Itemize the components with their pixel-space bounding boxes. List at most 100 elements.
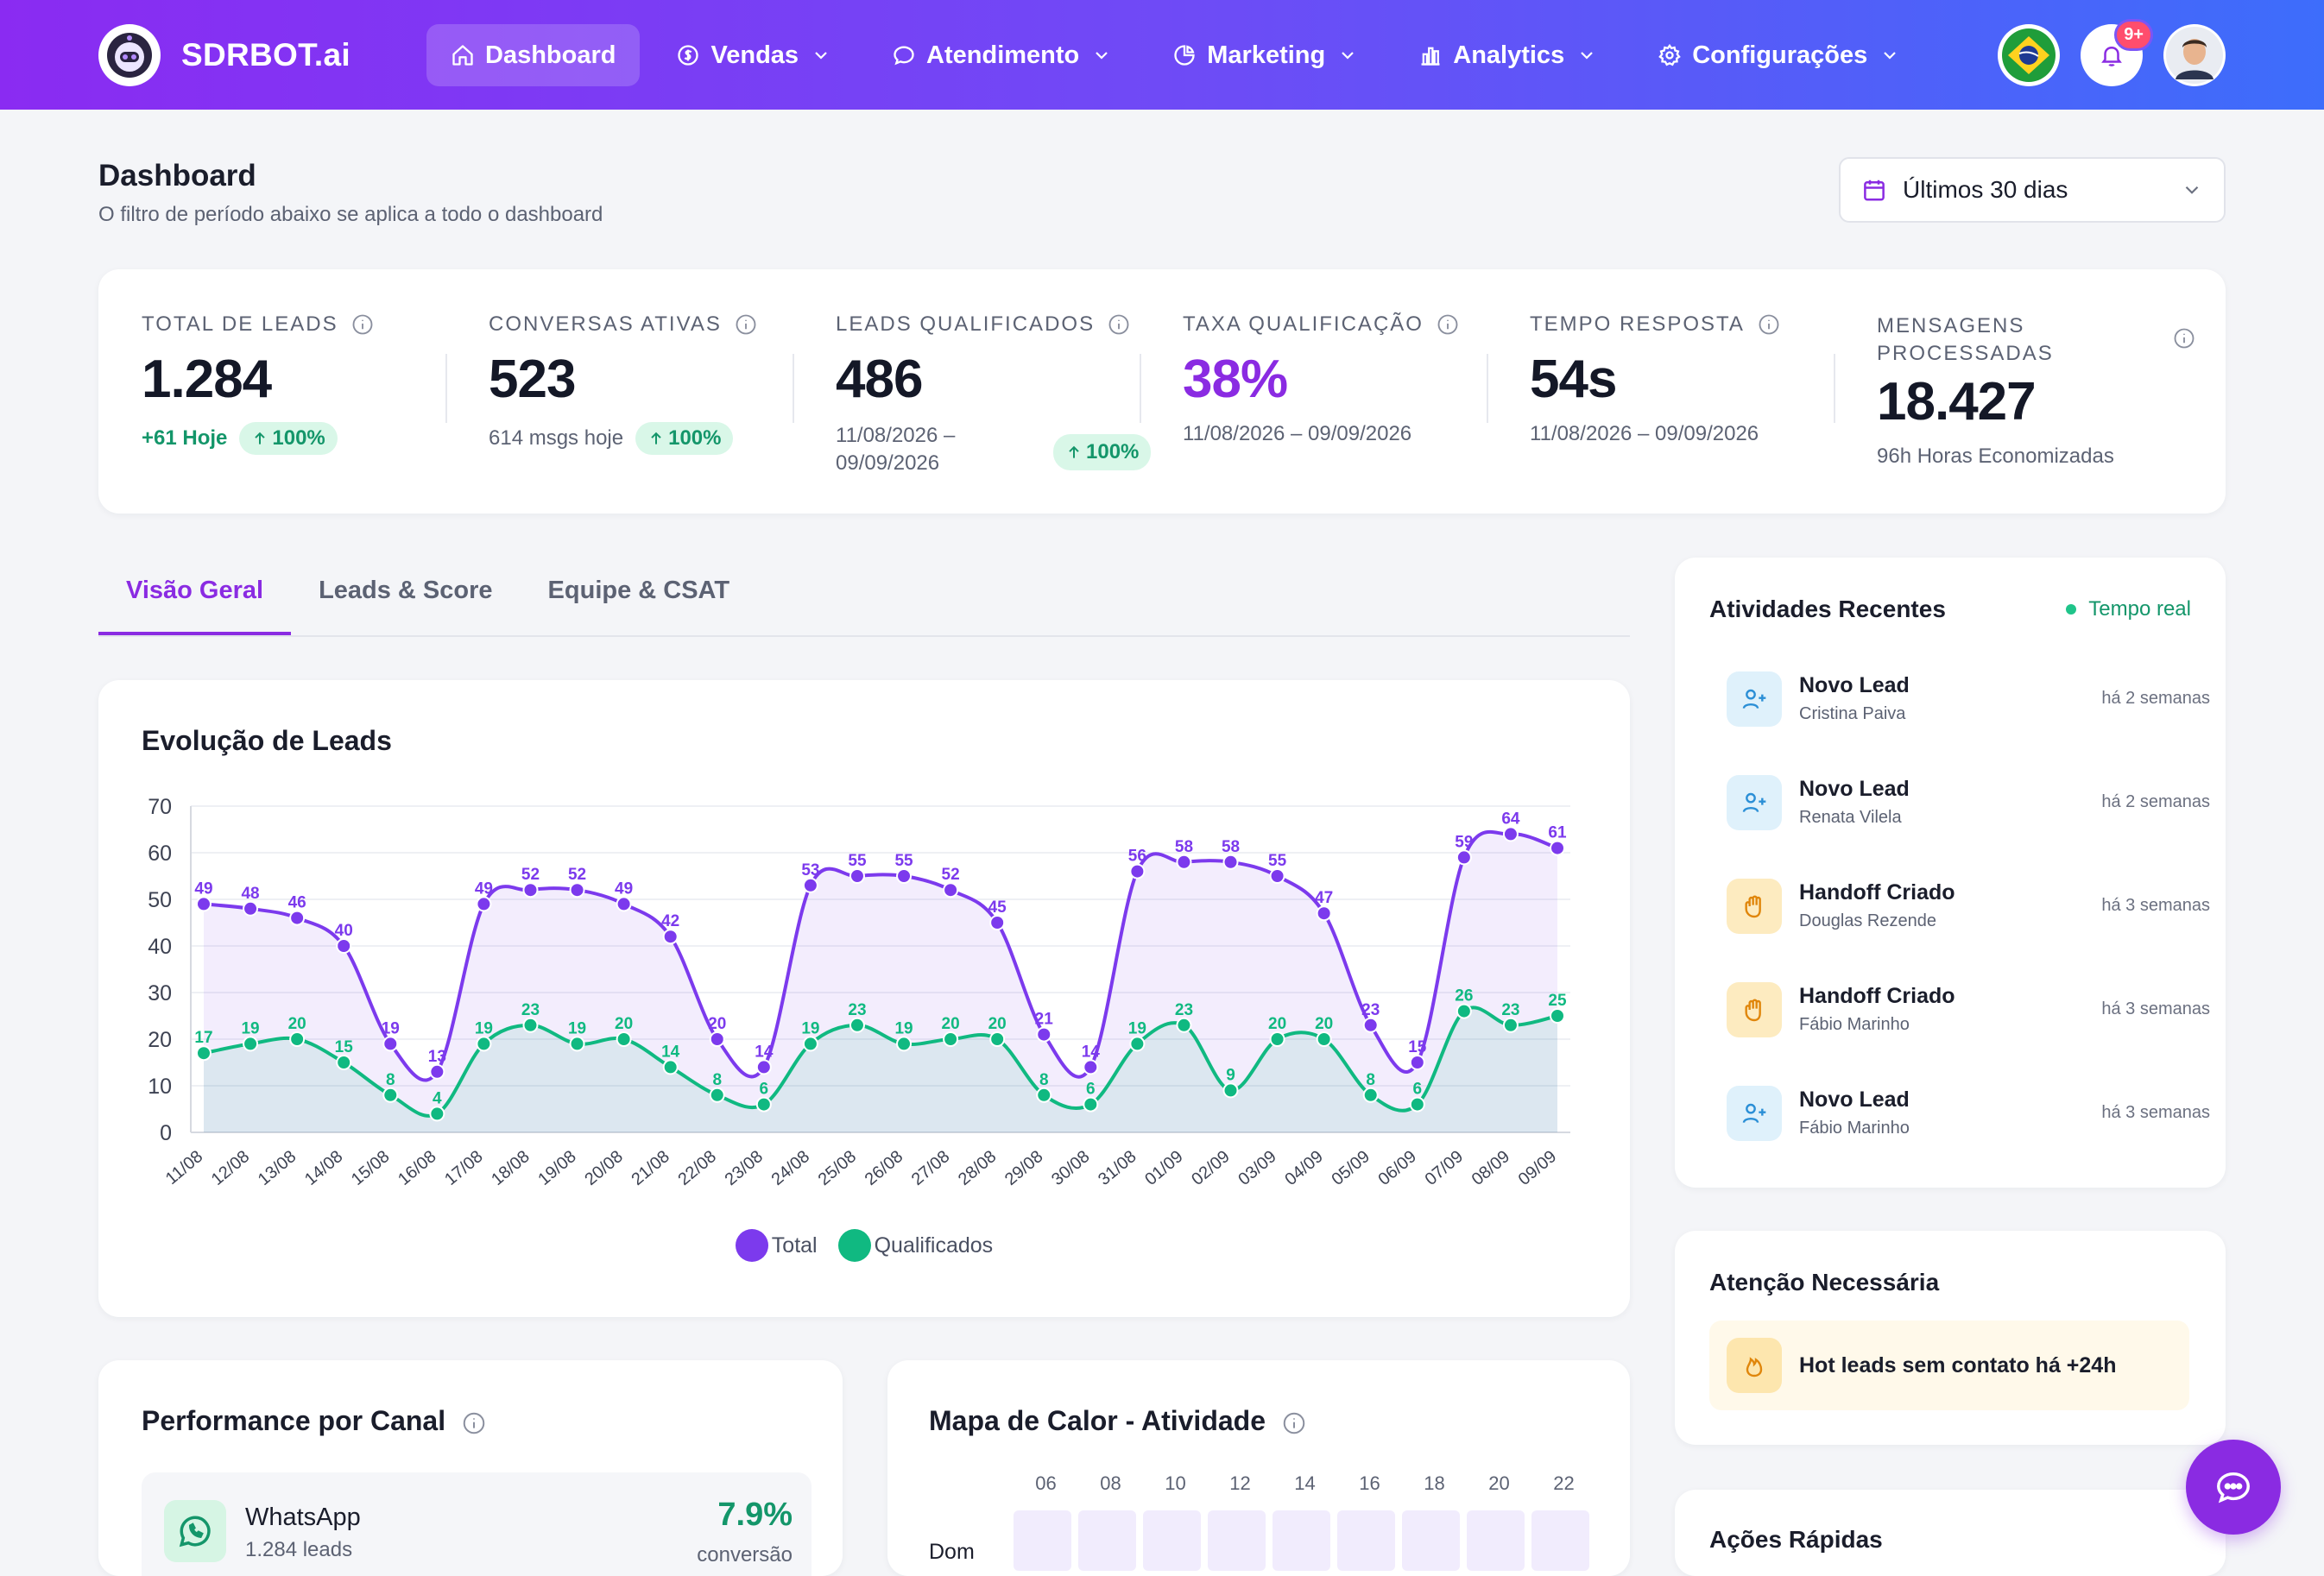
activity-item[interactable]: Novo Lead Cristina Paiva há 2 semanas	[1727, 663, 2210, 732]
legend-item-total[interactable]: Total	[735, 1229, 818, 1262]
activity-item[interactable]: Novo Lead Fábio Marinho há 3 semanas	[1727, 1077, 2210, 1146]
nav-vendas[interactable]: Vendas	[652, 24, 856, 86]
user-avatar[interactable]	[2163, 24, 2226, 86]
channel-row-whatsapp[interactable]: WhatsApp 1.284 leads 7.9% conversão	[142, 1472, 812, 1576]
data-label: 8	[1039, 1071, 1049, 1089]
period-value: Últimos 30 dias	[1903, 176, 2068, 203]
data-label: 19	[475, 1019, 493, 1037]
heatmap-cell[interactable]	[1402, 1510, 1460, 1571]
alert-text: Hot leads sem contato há +24h	[1799, 1353, 2117, 1377]
data-label: 52	[568, 866, 586, 884]
data-point	[802, 877, 818, 893]
kpi-range: 11/08/2026 –	[836, 424, 956, 447]
tab-visao-geral[interactable]: Visão Geral	[98, 559, 292, 635]
heatmap-cell[interactable]	[1014, 1510, 1071, 1571]
realtime-indicator: Tempo real	[2066, 597, 2191, 621]
activity-item[interactable]: Handoff Criado Douglas Rezende há 3 sema…	[1727, 870, 2210, 939]
heatmap-cell[interactable]	[1208, 1510, 1266, 1571]
data-label: 8	[386, 1071, 395, 1089]
nav-atendimento[interactable]: Atendimento	[868, 24, 1136, 86]
divider	[1140, 354, 1141, 423]
kpi-value: 38%	[1183, 350, 1288, 409]
language-selector[interactable]	[1998, 24, 2060, 86]
heatmap-cell[interactable]	[1143, 1510, 1201, 1571]
data-label: 17	[194, 1029, 212, 1047]
heatmap-cell[interactable]	[1337, 1510, 1395, 1571]
data-point	[1083, 1096, 1099, 1113]
chat-fab-button[interactable]	[2186, 1440, 2281, 1535]
data-label: 19	[568, 1019, 586, 1037]
info-icon[interactable]	[461, 1410, 487, 1436]
arrow-up-icon	[1069, 445, 1079, 458]
kpi-leads-qualificados: LEADS QUALIFICADOS 486 11/08/2026 – 09/0…	[836, 312, 1155, 485]
x-tick-label: 26/08	[862, 1147, 906, 1189]
info-icon[interactable]	[1436, 312, 1460, 337]
tab-leads-score[interactable]: Leads & Score	[319, 577, 493, 604]
data-label: 46	[288, 894, 306, 912]
nav-analytics[interactable]: Analytics	[1394, 24, 1621, 86]
nav-configuracoes[interactable]: Configurações	[1633, 24, 1924, 86]
brand-logo[interactable]: SDRBOT.ai	[98, 24, 350, 86]
kpi-total-leads: TOTAL DE LEADS 1.284 +61 Hoje 100%	[142, 312, 435, 485]
heatmap-cell[interactable]	[1078, 1510, 1136, 1571]
info-icon[interactable]	[1107, 312, 1131, 337]
divider	[445, 354, 447, 423]
kpi-value: 18.427	[1877, 372, 2037, 432]
x-tick-label: 09/09	[1515, 1147, 1560, 1189]
hot-leads-alert[interactable]: Hot leads sem contato há +24h	[1709, 1321, 2189, 1410]
heatmap-cell[interactable]	[1273, 1510, 1330, 1571]
hour-label: 22	[1553, 1472, 1575, 1494]
info-icon[interactable]	[1757, 312, 1781, 337]
quick-actions-card: Ações Rápidas	[1675, 1490, 2226, 1576]
nav-marketing[interactable]: Marketing	[1148, 24, 1382, 86]
tab-equipe-csat[interactable]: Equipe & CSAT	[547, 577, 730, 604]
hour-label: 10	[1165, 1472, 1186, 1494]
data-label: 20	[988, 1015, 1007, 1033]
info-icon[interactable]	[2172, 326, 2196, 350]
data-point	[382, 1087, 399, 1103]
notifications-button[interactable]: 9+	[2081, 19, 2153, 86]
data-label: 48	[241, 885, 259, 903]
hour-label: 20	[1488, 1472, 1510, 1494]
dollar-icon	[676, 43, 700, 67]
attention-card: Atenção Necessária Hot leads sem contato…	[1675, 1231, 2226, 1445]
data-label: 23	[521, 1001, 540, 1019]
activity-time: há 3 semanas	[2101, 896, 2210, 915]
legend-swatch	[837, 1229, 871, 1262]
whatsapp-icon	[164, 1500, 226, 1562]
info-icon[interactable]	[350, 312, 375, 337]
channel-conversion-rate: 7.9%	[717, 1497, 793, 1533]
kpi-mensagens-processadas: MENSAGENS PROCESSADAS 18.427 96h Horas Ec…	[1877, 312, 2196, 485]
y-tick-label: 70	[148, 795, 172, 819]
x-tick-label: 12/08	[208, 1147, 253, 1189]
nav-dashboard[interactable]: Dashboard	[426, 24, 641, 86]
data-label: 45	[988, 898, 1007, 917]
x-tick-label: 19/08	[534, 1147, 579, 1189]
heatmap-cell[interactable]	[1531, 1510, 1589, 1571]
calendar-icon	[1861, 177, 1887, 203]
info-icon[interactable]	[1281, 1410, 1307, 1436]
x-tick-label: 01/09	[1141, 1147, 1186, 1189]
change-badge: 100%	[635, 422, 734, 455]
kpi-value: 486	[836, 350, 923, 409]
kpi-label: MENSAGENS	[1877, 314, 2025, 337]
legend-swatch	[735, 1229, 768, 1262]
legend-item-qualificados[interactable]: Qualificados	[837, 1229, 993, 1262]
divider	[1834, 354, 1835, 423]
kpi-value: 523	[489, 350, 576, 409]
data-label: 61	[1548, 824, 1567, 842]
heatmap-cell[interactable]	[1467, 1510, 1525, 1571]
data-label: 25	[1548, 992, 1567, 1010]
period-select[interactable]: Últimos 30 dias	[1839, 157, 2226, 223]
live-dot-icon	[2066, 604, 2077, 615]
chat-icon	[892, 43, 916, 67]
data-point	[1269, 1031, 1285, 1047]
data-point	[896, 1036, 913, 1052]
info-icon[interactable]	[734, 312, 758, 337]
activity-item[interactable]: Handoff Criado Fábio Marinho há 3 semana…	[1727, 974, 2210, 1043]
data-point	[1316, 905, 1332, 922]
activity-item[interactable]: Novo Lead Renata Vilela há 2 semanas	[1727, 766, 2210, 835]
data-point	[1036, 1026, 1052, 1043]
card-title: Ações Rápidas	[1709, 1526, 1883, 1553]
kpi-label: TOTAL DE LEADS	[142, 312, 338, 336]
